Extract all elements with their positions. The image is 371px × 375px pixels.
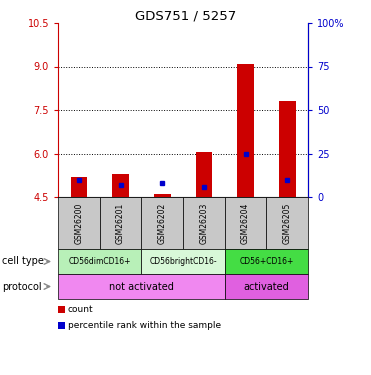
Bar <box>112 174 129 197</box>
Text: cell type: cell type <box>2 256 44 267</box>
Text: CD56dimCD16+: CD56dimCD16+ <box>68 257 131 266</box>
Bar <box>154 194 171 197</box>
Bar <box>196 152 212 197</box>
Text: percentile rank within the sample: percentile rank within the sample <box>68 321 221 330</box>
Bar <box>279 101 295 197</box>
Text: GSM26201: GSM26201 <box>116 202 125 244</box>
Text: GSM26200: GSM26200 <box>74 202 83 244</box>
Text: GDS751 / 5257: GDS751 / 5257 <box>135 9 236 22</box>
Bar <box>70 177 87 197</box>
Text: count: count <box>68 304 93 313</box>
Text: GSM26202: GSM26202 <box>158 202 167 244</box>
Text: protocol: protocol <box>2 282 42 291</box>
Text: GSM26203: GSM26203 <box>199 202 209 244</box>
Text: not activated: not activated <box>109 282 174 291</box>
Text: CD56+CD16+: CD56+CD16+ <box>239 257 293 266</box>
Text: GSM26204: GSM26204 <box>241 202 250 244</box>
Text: CD56brightCD16-: CD56brightCD16- <box>149 257 217 266</box>
Text: GSM26205: GSM26205 <box>283 202 292 244</box>
Text: activated: activated <box>243 282 289 291</box>
Bar <box>237 64 254 197</box>
